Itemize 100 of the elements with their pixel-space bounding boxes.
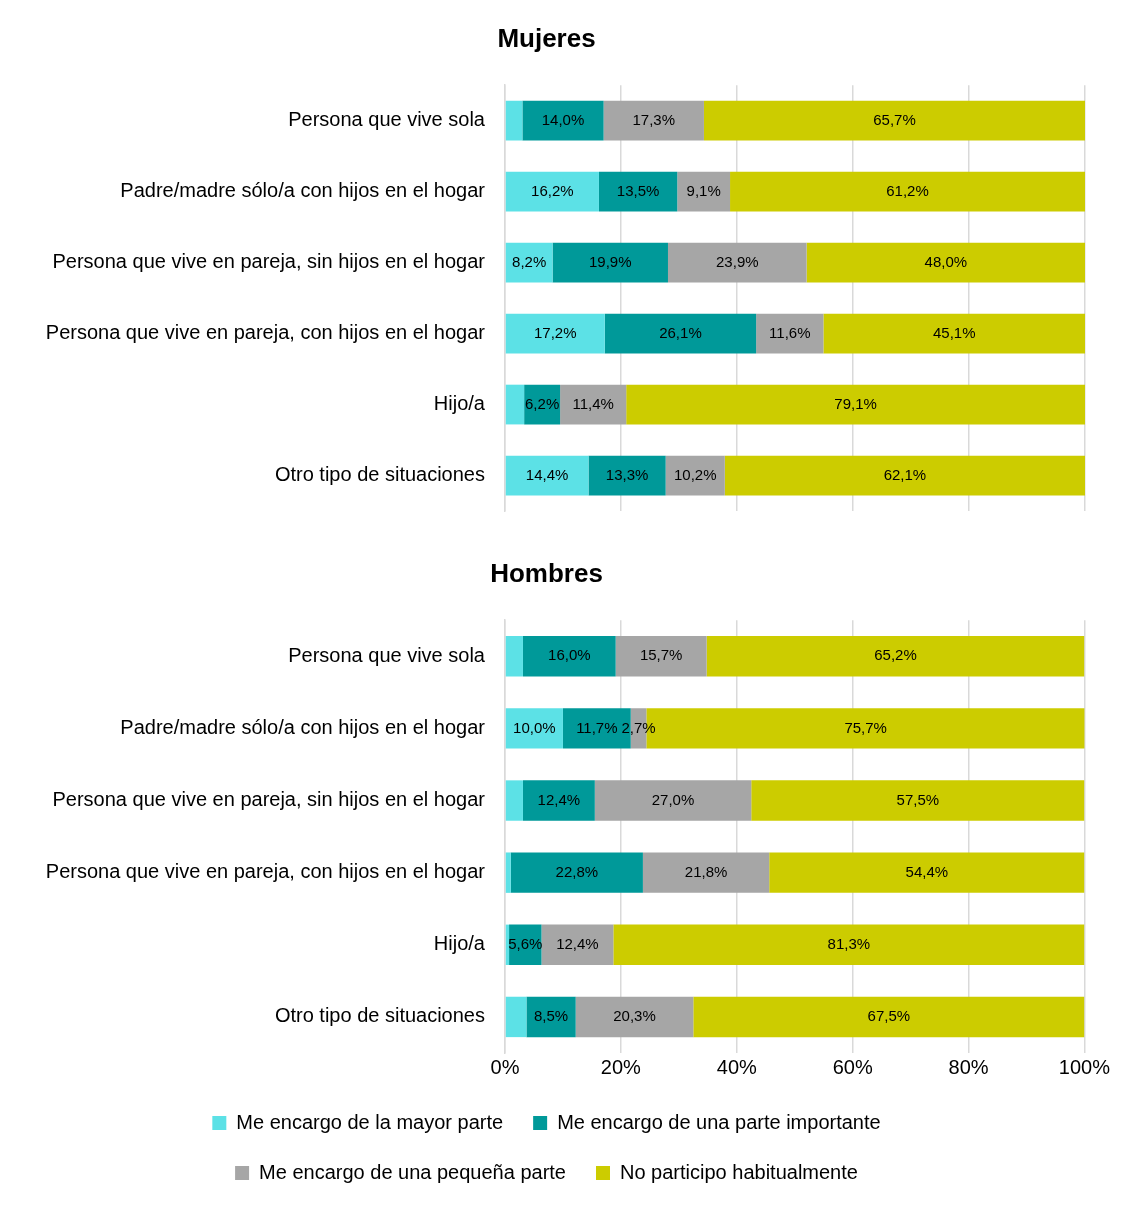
legend-label: Me encargo de la mayor parte	[236, 1110, 504, 1133]
data-label: 61,2%	[886, 181, 929, 199]
data-label: 75,7%	[844, 718, 887, 736]
bar	[677, 171, 731, 212]
bar	[505, 852, 511, 893]
bar	[724, 455, 1085, 496]
bar	[706, 636, 1085, 677]
bar	[667, 242, 807, 283]
y-tick-label: Padre/madre sólo/a con hijos en el hogar	[120, 715, 486, 738]
data-label: 16,0%	[548, 646, 591, 664]
data-label: 26,1%	[659, 323, 702, 341]
bar	[626, 384, 1085, 425]
data-label: 62,1%	[883, 465, 927, 483]
bar	[522, 780, 595, 821]
bar	[598, 171, 678, 212]
bar	[505, 100, 523, 141]
bar	[751, 780, 1085, 821]
bar	[806, 242, 1085, 283]
data-label: 16,2%	[531, 181, 574, 199]
data-label: 20,3%	[613, 1007, 656, 1025]
data-label: 15,7%	[639, 646, 683, 664]
bar	[505, 636, 523, 677]
data-label: 19,9%	[589, 252, 632, 270]
bar	[505, 708, 563, 749]
bar	[604, 313, 757, 354]
y-tick-label: Persona que vive sola	[288, 643, 486, 666]
data-label: 10,2%	[673, 465, 717, 483]
y-tick-label: Otro tipo de situaciones	[274, 463, 485, 486]
data-label: 11,4%	[572, 394, 614, 412]
data-label: 67,5%	[867, 1007, 911, 1025]
data-label: 13,5%	[616, 181, 660, 199]
x-tick-label: 100%	[1058, 1055, 1111, 1078]
data-label: 79,1%	[834, 394, 877, 412]
data-label: 45,1%	[932, 323, 976, 341]
bar	[703, 100, 1085, 141]
data-label: 57,5%	[896, 790, 940, 808]
bar	[505, 780, 523, 821]
bar	[526, 996, 576, 1038]
bar	[588, 455, 666, 496]
data-label: 8,5%	[533, 1007, 569, 1025]
bar	[541, 924, 614, 965]
data-label: 23,9%	[716, 252, 759, 270]
y-tick-label: Padre/madre sólo/a con hijos en el hogar	[120, 179, 486, 202]
bar	[594, 780, 752, 821]
bar	[505, 313, 605, 354]
legend-label: No participo habitualmente	[619, 1160, 858, 1183]
x-tick-label: 40%	[716, 1055, 757, 1078]
x-tick-label: 60%	[832, 1055, 873, 1078]
data-label: 22,8%	[555, 862, 599, 880]
bar	[505, 384, 525, 425]
bar	[730, 171, 1085, 212]
data-label: 2,7%	[621, 718, 656, 736]
data-label: 54,4%	[905, 862, 949, 880]
data-label: 17,3%	[632, 110, 676, 128]
data-label: 21,8%	[684, 862, 728, 880]
data-label: 65,2%	[874, 646, 917, 664]
chart-title: Mujeres	[497, 22, 596, 53]
data-label: 48,0%	[924, 252, 968, 270]
bar	[505, 455, 589, 496]
data-label: 27,0%	[651, 790, 695, 808]
y-tick-label: Persona que vive en pareja, con hijos en el hogar	[45, 860, 486, 883]
bar	[693, 996, 1085, 1038]
data-label: 13,3%	[605, 465, 649, 483]
bar	[522, 100, 604, 141]
legend-label: Me encargo de una parte importante	[557, 1110, 881, 1133]
bar	[560, 384, 627, 425]
bar	[505, 996, 527, 1038]
legend-label: Me encargo de una pequeña parte	[259, 1160, 566, 1183]
bar	[823, 313, 1085, 354]
data-label: 12,4%	[537, 790, 581, 808]
data-label: 65,7%	[873, 110, 916, 128]
bar	[615, 636, 707, 677]
data-label: 14,4%	[525, 465, 569, 483]
data-label: 17,2%	[533, 323, 577, 341]
bar	[552, 242, 668, 283]
bar	[603, 100, 704, 141]
data-label: 81,3%	[827, 934, 871, 952]
y-tick-label: Hijo/a	[433, 392, 486, 415]
chart-title: Hombres	[490, 557, 603, 588]
y-tick-label: Persona que vive en pareja, sin hijos en el hogar	[52, 788, 486, 811]
y-tick-label: Persona que vive en pareja, sin hijos en el hogar	[52, 250, 486, 273]
bar	[575, 996, 694, 1038]
y-tick-label: Hijo/a	[433, 932, 486, 955]
bar	[642, 852, 770, 893]
x-tick-label: 0%	[490, 1055, 520, 1078]
x-tick-label: 20%	[600, 1055, 642, 1078]
bar	[510, 852, 643, 893]
data-label: 10,0%	[513, 718, 556, 736]
data-label: 9,1%	[686, 181, 721, 199]
bar	[613, 924, 1085, 965]
data-label: 12,4%	[556, 934, 599, 952]
data-label: 14,0%	[541, 110, 585, 128]
bar	[522, 636, 616, 677]
y-tick-label: Otro tipo de situaciones	[274, 1004, 485, 1027]
x-tick-label: 80%	[948, 1055, 989, 1078]
y-tick-label: Persona que vive sola	[288, 108, 486, 131]
bar	[769, 852, 1085, 893]
y-tick-label: Persona que vive en pareja, con hijos en el hogar	[45, 321, 486, 344]
data-label: 6,2%	[525, 394, 560, 412]
data-label: 11,6%	[769, 323, 811, 341]
